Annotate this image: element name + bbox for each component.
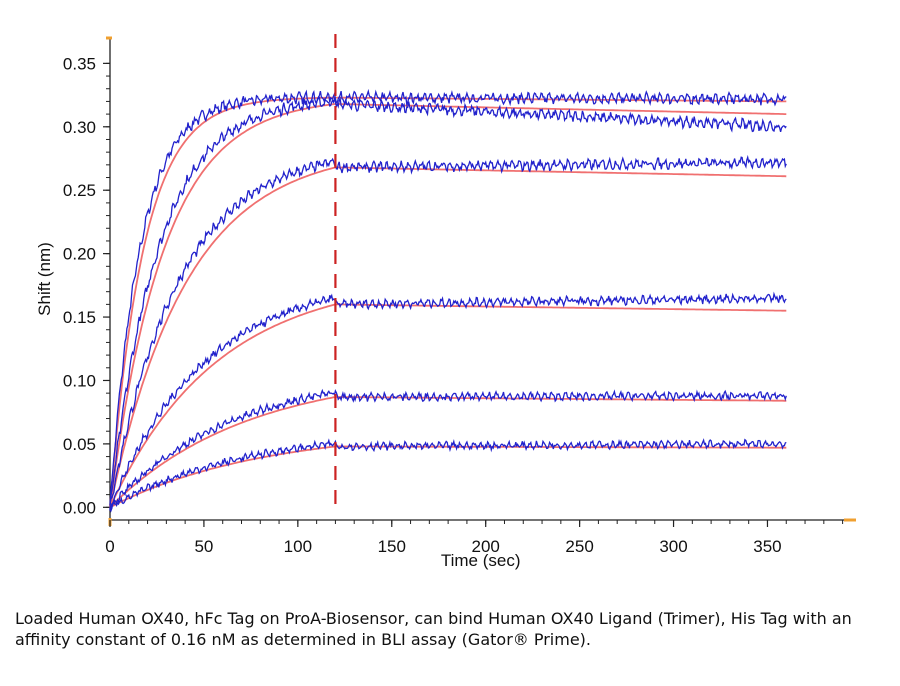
measured-curve-2 xyxy=(109,96,787,506)
x-tick-label: 200 xyxy=(472,537,500,556)
measured-curves xyxy=(109,88,787,513)
x-tick-label: 350 xyxy=(753,537,781,556)
measured-curve-3 xyxy=(109,154,787,505)
y-tick-label: 0.35 xyxy=(63,54,96,73)
y-tick-label: 0.05 xyxy=(63,435,96,454)
y-tick-label: 0.00 xyxy=(63,498,96,517)
y-tick-label: 0.20 xyxy=(63,245,96,264)
measured-curve-1 xyxy=(109,88,787,511)
y-tick-label: 0.30 xyxy=(63,118,96,137)
y-tick-label: 0.25 xyxy=(63,181,96,200)
x-axis-title: Time (sec) xyxy=(441,551,521,570)
fit-curves xyxy=(109,96,787,509)
x-tick-label: 50 xyxy=(194,537,213,556)
measured-curve-4 xyxy=(109,291,787,511)
fit-curve-3 xyxy=(109,166,787,508)
y-axis-title: Shift (nm) xyxy=(35,242,54,316)
measured-curve-6 xyxy=(109,438,787,511)
fit-curve-6 xyxy=(109,445,787,509)
x-tick-label: 300 xyxy=(659,537,687,556)
bli-sensorgram-chart: 0.00 0.05 0.10 0.15 0.20 0.25 0.30 0.35 0 50 100 15… xyxy=(35,34,856,570)
x-tick-label: 100 xyxy=(284,537,312,556)
x-tick-label: 250 xyxy=(565,537,593,556)
fit-curve-2 xyxy=(109,103,787,508)
axes: 0.00 0.05 0.10 0.15 0.20 0.25 0.30 0.35 0 50 100 15… xyxy=(63,36,856,556)
fit-curve-4 xyxy=(109,303,787,508)
x-tick-label: 150 xyxy=(378,537,406,556)
x-tick-label: 0 xyxy=(105,537,114,556)
y-tick-label: 0.10 xyxy=(63,371,96,390)
y-tick-label: 0.15 xyxy=(63,308,96,327)
fit-curve-5 xyxy=(109,396,787,508)
figure-caption: Loaded Human OX40, hFc Tag on ProA-Biose… xyxy=(15,609,852,649)
measured-curve-5 xyxy=(109,388,787,513)
